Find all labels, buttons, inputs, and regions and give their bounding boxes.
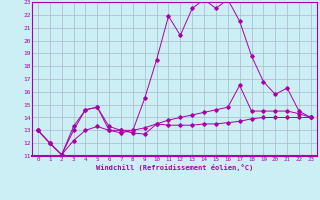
X-axis label: Windchill (Refroidissement éolien,°C): Windchill (Refroidissement éolien,°C) <box>96 164 253 171</box>
